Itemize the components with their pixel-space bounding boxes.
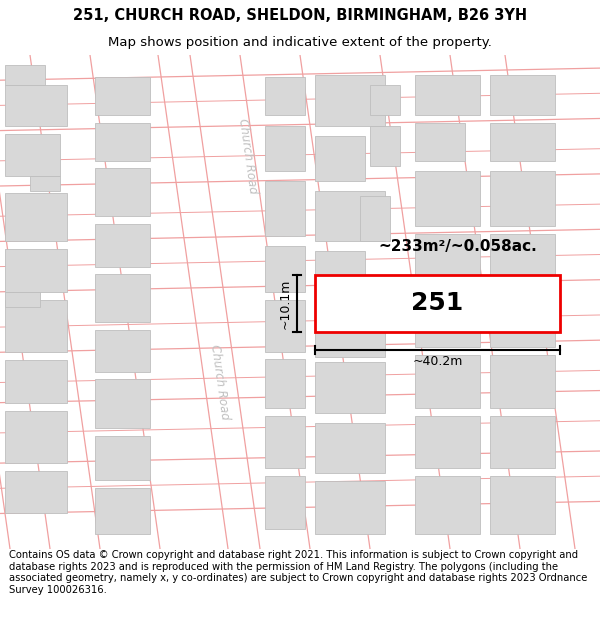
Bar [315,481,385,534]
Bar [95,122,150,161]
Text: Map shows position and indicative extent of the property.: Map shows position and indicative extent… [108,36,492,49]
Text: 251: 251 [412,291,464,316]
Bar [360,196,390,241]
Bar [95,77,150,116]
Bar [415,476,480,534]
Text: 251, CHURCH ROAD, SHELDON, BIRMINGHAM, B26 3YH: 251, CHURCH ROAD, SHELDON, BIRMINGHAM, B… [73,8,527,23]
Bar [490,171,555,226]
Bar [265,77,305,116]
Text: ~40.2m: ~40.2m [412,355,463,368]
Bar [265,359,305,408]
Bar [415,295,480,348]
Bar [415,171,480,226]
Bar [5,249,67,292]
Bar [5,65,45,85]
Bar [490,75,555,116]
Bar [265,126,305,171]
Bar [315,136,365,181]
Bar [490,234,555,287]
Bar [95,168,150,216]
Bar [95,224,150,267]
Bar [415,416,480,468]
Bar [30,176,60,191]
Text: Church Road: Church Road [236,118,260,194]
Bar [415,355,480,408]
Bar [265,181,305,236]
Bar [95,379,150,428]
Bar [5,471,67,514]
Bar [415,234,480,287]
Text: ~233m²/~0.058ac.: ~233m²/~0.058ac. [378,239,537,254]
Bar [5,411,67,463]
Bar [315,251,365,297]
Bar [415,75,480,116]
Bar [370,126,400,166]
Bar [5,85,67,126]
Bar [5,292,40,307]
Bar [95,436,150,480]
Bar [5,193,67,241]
Bar [315,307,385,358]
Bar [5,361,67,403]
Bar [315,191,385,241]
Bar [315,75,385,126]
Bar [95,488,150,534]
Bar [490,476,555,534]
Bar [265,476,305,529]
Bar [95,274,150,322]
Bar [315,274,560,332]
Bar [370,85,400,116]
Text: ~10.1m: ~10.1m [279,278,292,329]
Bar [490,295,555,348]
Bar [490,122,555,161]
Bar [315,362,385,413]
Bar [490,416,555,468]
Bar [265,416,305,468]
Text: Contains OS data © Crown copyright and database right 2021. This information is : Contains OS data © Crown copyright and d… [9,550,587,595]
Bar [5,300,67,352]
Bar [415,122,465,161]
Bar [95,330,150,372]
Bar [265,246,305,292]
Bar [5,134,60,176]
Bar [315,422,385,473]
Text: Church Road: Church Road [208,344,232,421]
Bar [265,300,305,352]
Bar [490,355,555,408]
